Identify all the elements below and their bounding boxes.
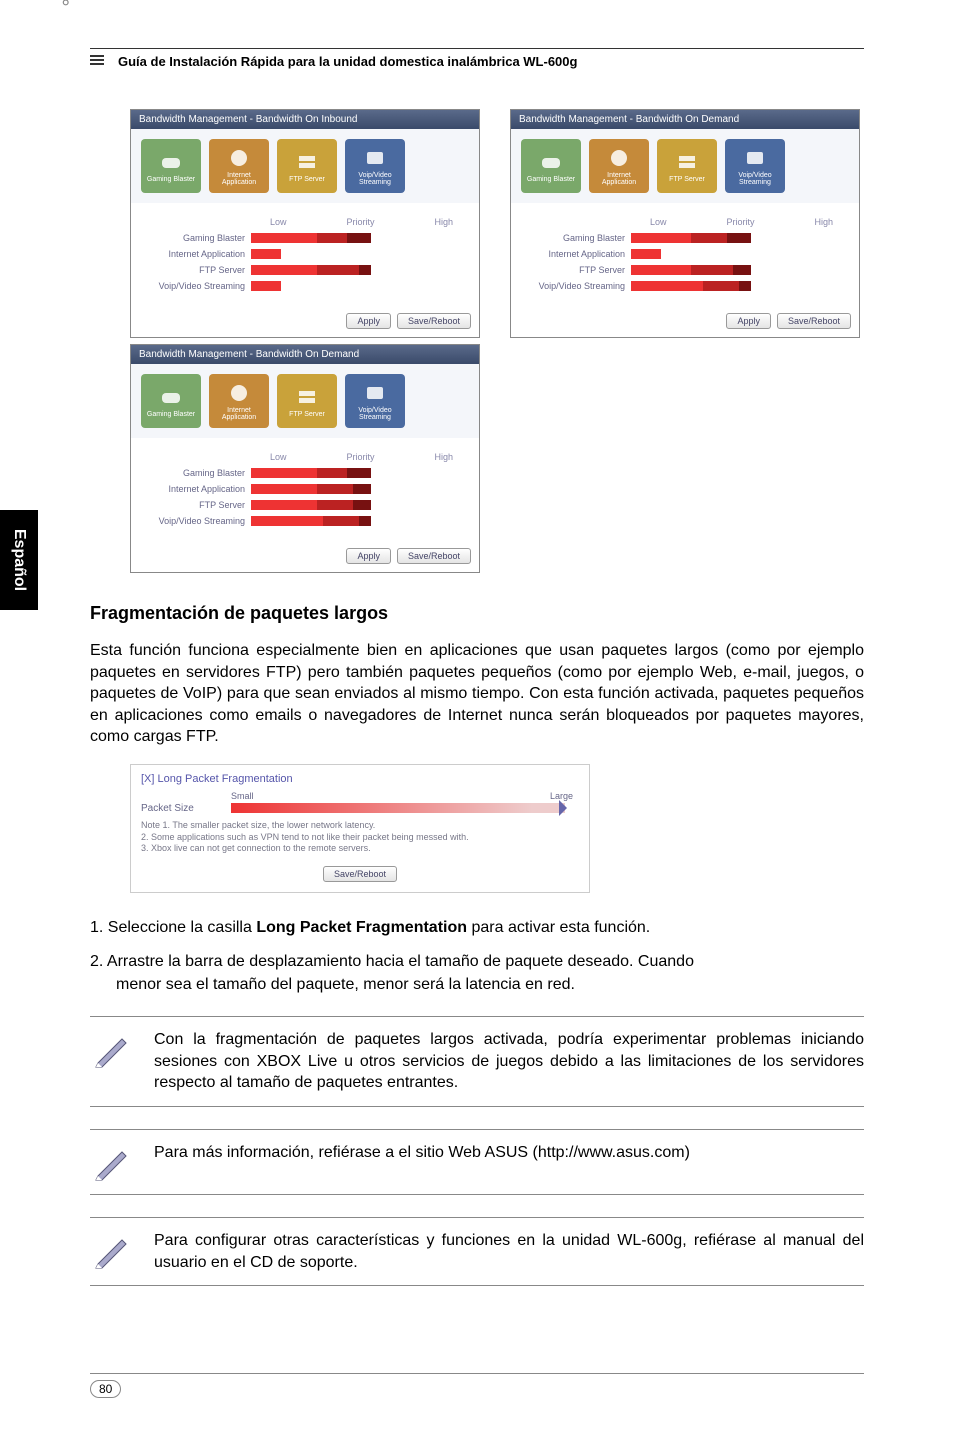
apply-button[interactable]: Apply	[346, 548, 391, 564]
slider-voip[interactable]: Voip/Video Streaming	[521, 281, 849, 291]
slider-internet[interactable]: Internet Application	[141, 484, 469, 494]
doc-icon	[90, 53, 110, 69]
panel-title: Bandwidth Management - Bandwidth On Inbo…	[131, 110, 479, 129]
packet-size-slider[interactable]	[231, 803, 565, 813]
apply-button[interactable]: Apply	[726, 313, 771, 329]
slider-internet[interactable]: Internet Application	[521, 249, 849, 259]
priority-high-label: High	[434, 217, 453, 227]
save-reboot-button[interactable]: Save/Reboot	[323, 866, 397, 882]
voip-video-icon[interactable]: Voip/Video Streaming	[345, 139, 405, 193]
panel-title: Bandwidth Management - Bandwidth On Dema…	[511, 110, 859, 129]
note-2: Para más información, refiérase a el sit…	[90, 1129, 864, 1195]
slider-ftp[interactable]: FTP Server	[141, 500, 469, 510]
packet-size-label: Packet Size	[141, 803, 231, 814]
bw-panel-second: Bandwidth Management - Bandwidth On Dema…	[510, 109, 860, 338]
internet-app-icon[interactable]: Internet Application	[209, 139, 269, 193]
page-number: 80	[90, 1380, 121, 1398]
slider-gaming[interactable]: Gaming Blaster	[141, 468, 469, 478]
internet-app-icon[interactable]: Internet Application	[209, 374, 269, 428]
section-heading: Fragmentación de paquetes largos	[90, 603, 864, 624]
pencil-icon	[90, 1029, 134, 1069]
note-1-text: Con la fragmentación de paquetes largos …	[150, 1029, 864, 1094]
binder-icon	[60, 0, 72, 12]
frag-panel-title: [X] Long Packet Fragmentation	[141, 773, 579, 785]
slider-voip[interactable]: Voip/Video Streaming	[141, 281, 469, 291]
frag-large-label: Large	[550, 791, 573, 801]
internet-app-icon[interactable]: Internet Application	[589, 139, 649, 193]
slider-internet[interactable]: Internet Application	[141, 249, 469, 259]
priority-label: Priority	[346, 452, 374, 462]
voip-video-icon[interactable]: Voip/Video Streaming	[345, 374, 405, 428]
footer-divider	[90, 1373, 864, 1374]
ftp-server-icon[interactable]: FTP Server	[657, 139, 717, 193]
priority-high-label: High	[814, 217, 833, 227]
priority-low-label: Low	[270, 452, 287, 462]
ftp-server-icon[interactable]: FTP Server	[277, 374, 337, 428]
save-reboot-button[interactable]: Save/Reboot	[397, 313, 471, 329]
save-reboot-button[interactable]: Save/Reboot	[397, 548, 471, 564]
pencil-icon	[90, 1142, 134, 1182]
slider-ftp[interactable]: FTP Server	[141, 265, 469, 275]
bw-panel-demand: Bandwidth Management - Bandwidth On Dema…	[130, 344, 480, 573]
slider-gaming[interactable]: Gaming Blaster	[141, 233, 469, 243]
note-2-text: Para más información, refiérase a el sit…	[150, 1142, 690, 1164]
note-1: Con la fragmentación de paquetes largos …	[90, 1016, 864, 1107]
priority-high-label: High	[434, 452, 453, 462]
priority-label: Priority	[346, 217, 374, 227]
step-1: 1. Seleccione la casilla Long Packet Fra…	[90, 917, 864, 939]
note-3-text: Para configurar otras características y …	[150, 1230, 864, 1273]
page-header: Guía de Instalación Rápida para la unida…	[90, 48, 864, 69]
ftp-server-icon[interactable]: FTP Server	[277, 139, 337, 193]
slider-gaming[interactable]: Gaming Blaster	[521, 233, 849, 243]
language-tab-label: Español	[10, 529, 28, 591]
gaming-blaster-icon[interactable]: Gaming Blaster	[141, 139, 201, 193]
priority-low-label: Low	[270, 217, 287, 227]
panel-icon-row: Gaming Blaster Internet Application FTP …	[131, 129, 479, 203]
panel-title: Bandwidth Management - Bandwidth On Dema…	[131, 345, 479, 364]
fragmentation-panel: [X] Long Packet Fragmentation Small Larg…	[130, 764, 590, 893]
priority-low-label: Low	[650, 217, 667, 227]
section-paragraph: Esta función funciona especialmente bien…	[90, 640, 864, 748]
frag-small-label: Small	[231, 791, 254, 801]
panel-icon-row: Gaming Blaster Internet Application FTP …	[511, 129, 859, 203]
pencil-icon	[90, 1230, 134, 1270]
panel-icon-row: Gaming Blaster Internet Application FTP …	[131, 364, 479, 438]
frag-notes: Note 1. The smaller packet size, the low…	[141, 820, 579, 855]
save-reboot-button[interactable]: Save/Reboot	[777, 313, 851, 329]
slider-ftp[interactable]: FTP Server	[521, 265, 849, 275]
bw-panel-inbound: Bandwidth Management - Bandwidth On Inbo…	[130, 109, 480, 338]
step-2: 2. Arrastre la barra de desplazamiento h…	[90, 951, 864, 996]
voip-video-icon[interactable]: Voip/Video Streaming	[725, 139, 785, 193]
step-1-bold: Long Packet Fragmentation	[256, 919, 467, 936]
steps-list: 1. Seleccione la casilla Long Packet Fra…	[90, 917, 864, 996]
guide-title: Guía de Instalación Rápida para la unida…	[118, 54, 577, 69]
gaming-blaster-icon[interactable]: Gaming Blaster	[521, 139, 581, 193]
priority-label: Priority	[726, 217, 754, 227]
slider-voip[interactable]: Voip/Video Streaming	[141, 516, 469, 526]
note-3: Para configurar otras características y …	[90, 1217, 864, 1286]
language-tab: Español	[0, 510, 38, 610]
gaming-blaster-icon[interactable]: Gaming Blaster	[141, 374, 201, 428]
apply-button[interactable]: Apply	[346, 313, 391, 329]
